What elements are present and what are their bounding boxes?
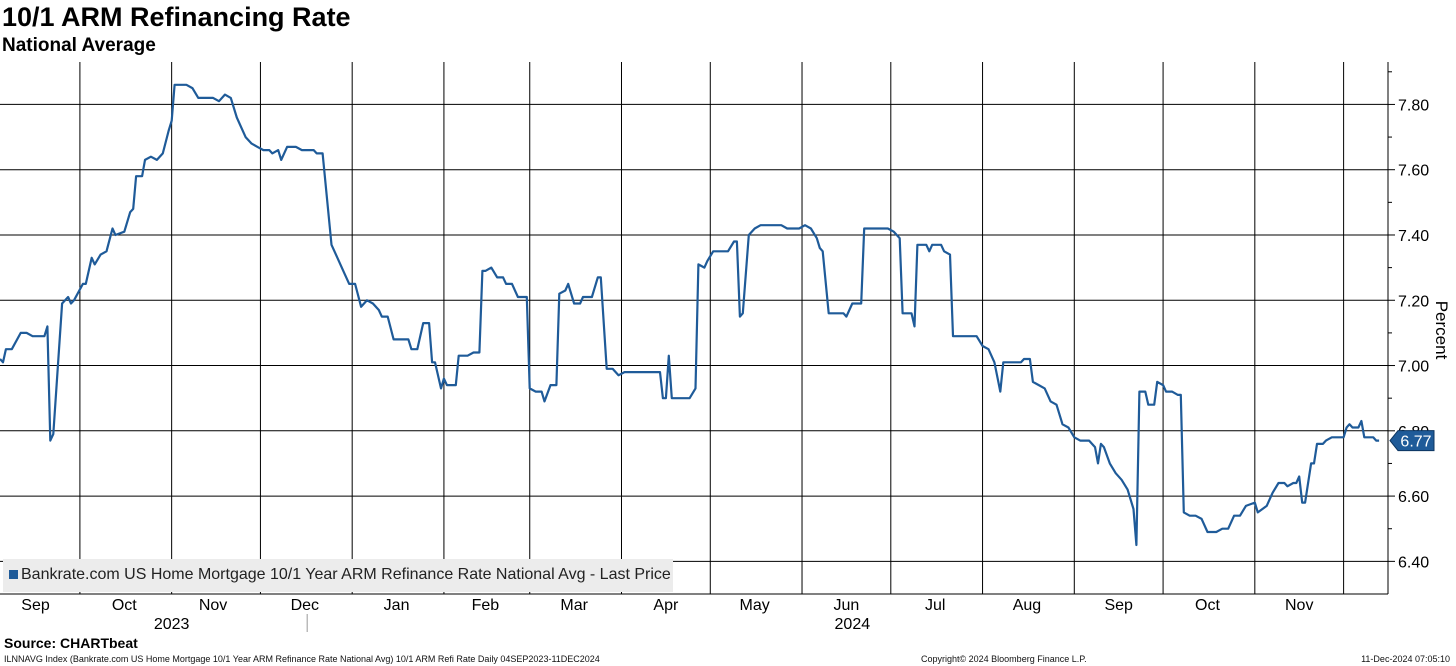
x-tick-label: Jul: [925, 597, 945, 614]
series-group: [0, 83, 1380, 547]
series-line: [0, 83, 1380, 547]
gridlines: [0, 62, 1388, 594]
y-axis: 6.406.606.807.007.207.407.607.80: [1387, 62, 1429, 594]
x-axis: Sep Oct Nov Dec Jan Feb Mar Apr May Jun Jul Aug Sep O…: [0, 593, 1388, 633]
y-tick-label: 7.20: [1398, 293, 1429, 310]
x-tick-label: Jan: [384, 597, 410, 614]
x-tick-label: Feb: [472, 597, 500, 614]
y-tick-label: 7.00: [1398, 359, 1429, 376]
x-tick-label: Nov: [199, 597, 227, 614]
y-tick-label: 7.60: [1398, 163, 1429, 180]
x-tick-label: Apr: [653, 597, 679, 614]
y-axis-label: Percent: [1432, 301, 1451, 360]
x-tick-label: Oct: [112, 597, 137, 614]
footer-timestamp: 11-Dec-2024 07:05:10: [1361, 654, 1450, 664]
x-tick-label: Sep: [21, 597, 50, 614]
source-note: Source: CHARTbeat: [4, 635, 138, 651]
year-label: 2023: [154, 616, 190, 633]
y-tick-label: 6.40: [1398, 554, 1429, 571]
y-tick-label: 7.40: [1398, 228, 1429, 245]
legend-swatch: [9, 570, 18, 579]
line-chart: 6.406.606.807.007.207.407.607.80 SepOctN…: [0, 62, 1451, 633]
legend: [3, 559, 673, 592]
x-tick-label: Jun: [834, 597, 860, 614]
legend-label: Bankrate.com US Home Mortgage 10/1 Year …: [21, 566, 671, 583]
x-tick-label: Aug: [1013, 597, 1041, 614]
y-tick-label: 7.80: [1398, 97, 1429, 114]
last-value-text: 6.77: [1400, 434, 1431, 451]
footer-index-description: ILNNAVG Index (Bankrate.com US Home Mort…: [4, 654, 600, 664]
last-value-badge: [1389, 430, 1435, 452]
x-tick-label: Mar: [560, 597, 588, 614]
footer-copyright: Copyright© 2024 Bloomberg Finance L.P.: [921, 654, 1087, 664]
y-tick-label: 6.60: [1398, 489, 1429, 506]
x-tick-label: May: [740, 597, 770, 614]
x-tick-label: Oct: [1195, 597, 1220, 614]
x-tick-label: Sep: [1104, 597, 1133, 614]
chart-title: 10/1 ARM Refinancing Rate: [2, 2, 351, 32]
last-value-marker: 6.77: [1389, 430, 1435, 452]
x-tick-label: Nov: [1285, 597, 1313, 614]
year-label: 2024: [835, 616, 871, 633]
x-tick-label: Dec: [291, 597, 319, 614]
chart-subtitle: National Average: [2, 35, 156, 56]
